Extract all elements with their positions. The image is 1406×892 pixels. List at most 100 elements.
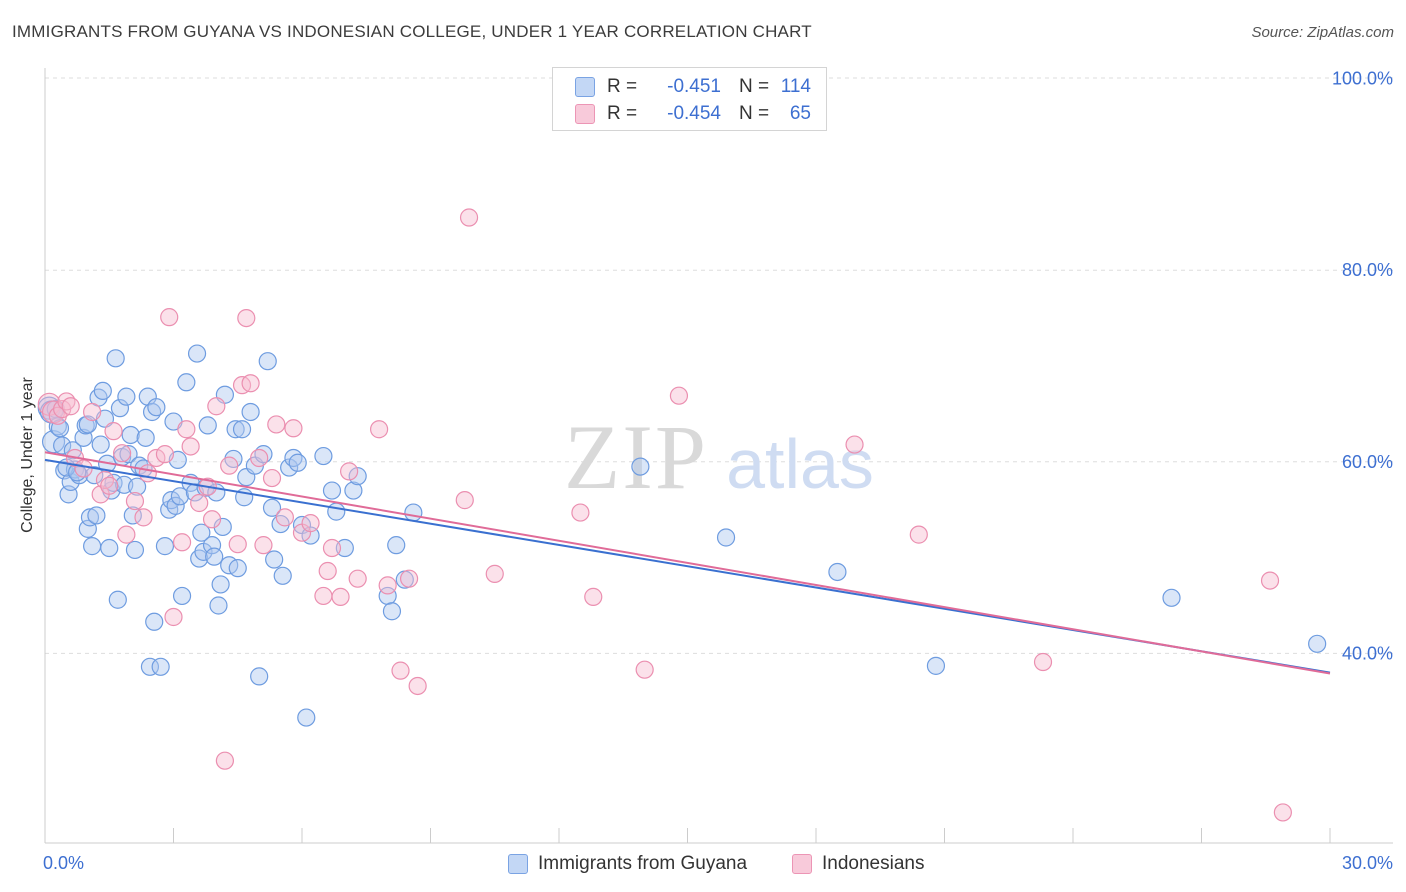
indonesian-point [61, 397, 80, 416]
indonesian-point [228, 535, 247, 554]
bottom-legend-indonesians[interactable]: Indonesians [792, 852, 924, 876]
indonesian-point [147, 448, 166, 468]
indonesian-point [584, 587, 603, 606]
guyana-point [387, 536, 406, 555]
guyana-point [83, 537, 102, 556]
watermark-zip: ZIP [564, 406, 708, 508]
guyana-point [288, 453, 307, 472]
indonesian-point [1260, 571, 1280, 590]
guyana-point [280, 458, 299, 477]
legend-n-label: N = [739, 103, 770, 124]
legend-r-value: -0.451 [667, 76, 721, 97]
guyana-point [192, 523, 211, 542]
indonesian-point [117, 525, 136, 544]
y-tick-label: 80.0% [1342, 260, 1393, 280]
legend-r-label: R = [607, 76, 638, 97]
x-tick-label-max: 30.0% [1342, 853, 1393, 873]
guyana-point [241, 402, 260, 422]
guyana-point [187, 344, 207, 363]
chart-title: IMMIGRANTS FROM GUYANA VS INDONESIAN COL… [12, 22, 812, 41]
guyana-point [147, 398, 166, 417]
indonesian-point [112, 444, 132, 463]
guyana-point [80, 508, 100, 527]
bottom-legend-label-guyana: Immigrants from Guyana [538, 853, 748, 874]
guyana-point [78, 519, 97, 538]
indonesian-point [459, 208, 479, 227]
guyana-point [258, 352, 277, 371]
legend-swatch-guyana [575, 77, 595, 97]
guyana-point [108, 590, 127, 609]
guyana-point [170, 487, 190, 506]
stats-legend: R = -0.451 N = 114 R = -0.454 N = 65 [552, 67, 827, 131]
legend-n-value: 114 [780, 76, 811, 97]
guyana-point [232, 420, 252, 439]
guyana-point [125, 540, 145, 560]
indonesian-point [241, 374, 260, 393]
guyana-point [228, 559, 247, 578]
indonesian-point [301, 514, 320, 533]
indonesian-point [138, 464, 157, 483]
indonesian-point [322, 538, 342, 558]
guyana-point [91, 435, 110, 454]
guyana-point [198, 416, 217, 435]
guyana-point [140, 657, 160, 676]
guyana-point [177, 373, 196, 392]
indonesian-point [155, 445, 175, 464]
indonesian-trendline [44, 451, 1331, 675]
guyana-point [348, 467, 367, 486]
guyana-point [117, 387, 136, 406]
indonesian-point [348, 569, 367, 588]
guyana-point [209, 596, 228, 615]
guyana-point [87, 506, 106, 525]
guyana-point [151, 657, 170, 676]
indonesian-point [74, 459, 93, 478]
indonesian-point [160, 308, 179, 327]
guyana-point [100, 538, 119, 558]
indonesian-point [318, 561, 337, 581]
guyana-point [121, 425, 140, 445]
y-tick-label: 60.0% [1342, 452, 1393, 472]
guyana-point [1308, 634, 1327, 653]
guyana-point [262, 498, 282, 517]
guyana-point [202, 536, 222, 555]
indonesian-point [164, 607, 183, 627]
guyana-point [211, 575, 230, 594]
indonesian-point [237, 309, 256, 328]
guyana-point [631, 457, 650, 476]
indonesian-point [181, 437, 200, 456]
guyana-point [205, 547, 224, 566]
guyana-point [155, 537, 175, 556]
legend-r-value: -0.454 [667, 103, 721, 124]
guyana-point [226, 420, 245, 439]
indonesian-point [1033, 652, 1053, 672]
bottom-legend-swatch-indonesians [792, 854, 812, 874]
bottom-legend-label-indonesians: Indonesians [822, 853, 925, 874]
guyana-point [265, 550, 284, 569]
guyana-point [828, 562, 847, 582]
guyana-point [926, 656, 946, 675]
guyana-point [297, 708, 316, 727]
guyana-point [335, 538, 354, 558]
guyana-point [127, 477, 147, 496]
legend-row-guyana: R = -0.451 N = 114 [575, 74, 811, 100]
guyana-point [322, 481, 342, 500]
bottom-legend-guyana[interactable]: Immigrants from Guyana [508, 852, 747, 876]
y-tick-label: 40.0% [1342, 643, 1393, 663]
indonesian-point [845, 435, 864, 454]
guyana-point [119, 445, 138, 464]
indonesian-point [275, 508, 294, 527]
guyana-point [93, 381, 112, 401]
guyana-point [172, 586, 192, 606]
indonesian-point [331, 587, 350, 606]
indonesian-point [125, 491, 145, 511]
guyana-point [106, 349, 125, 368]
guyana-point [273, 566, 292, 585]
indonesian-point [340, 462, 359, 481]
y-tick-label: 100.0% [1332, 69, 1393, 89]
indonesian-point [134, 508, 153, 527]
indonesian-point [635, 660, 654, 679]
legend-swatch-indonesians [575, 104, 595, 124]
guyana-point [382, 602, 402, 621]
guyana-point [250, 667, 269, 686]
guyana-point [327, 502, 346, 521]
